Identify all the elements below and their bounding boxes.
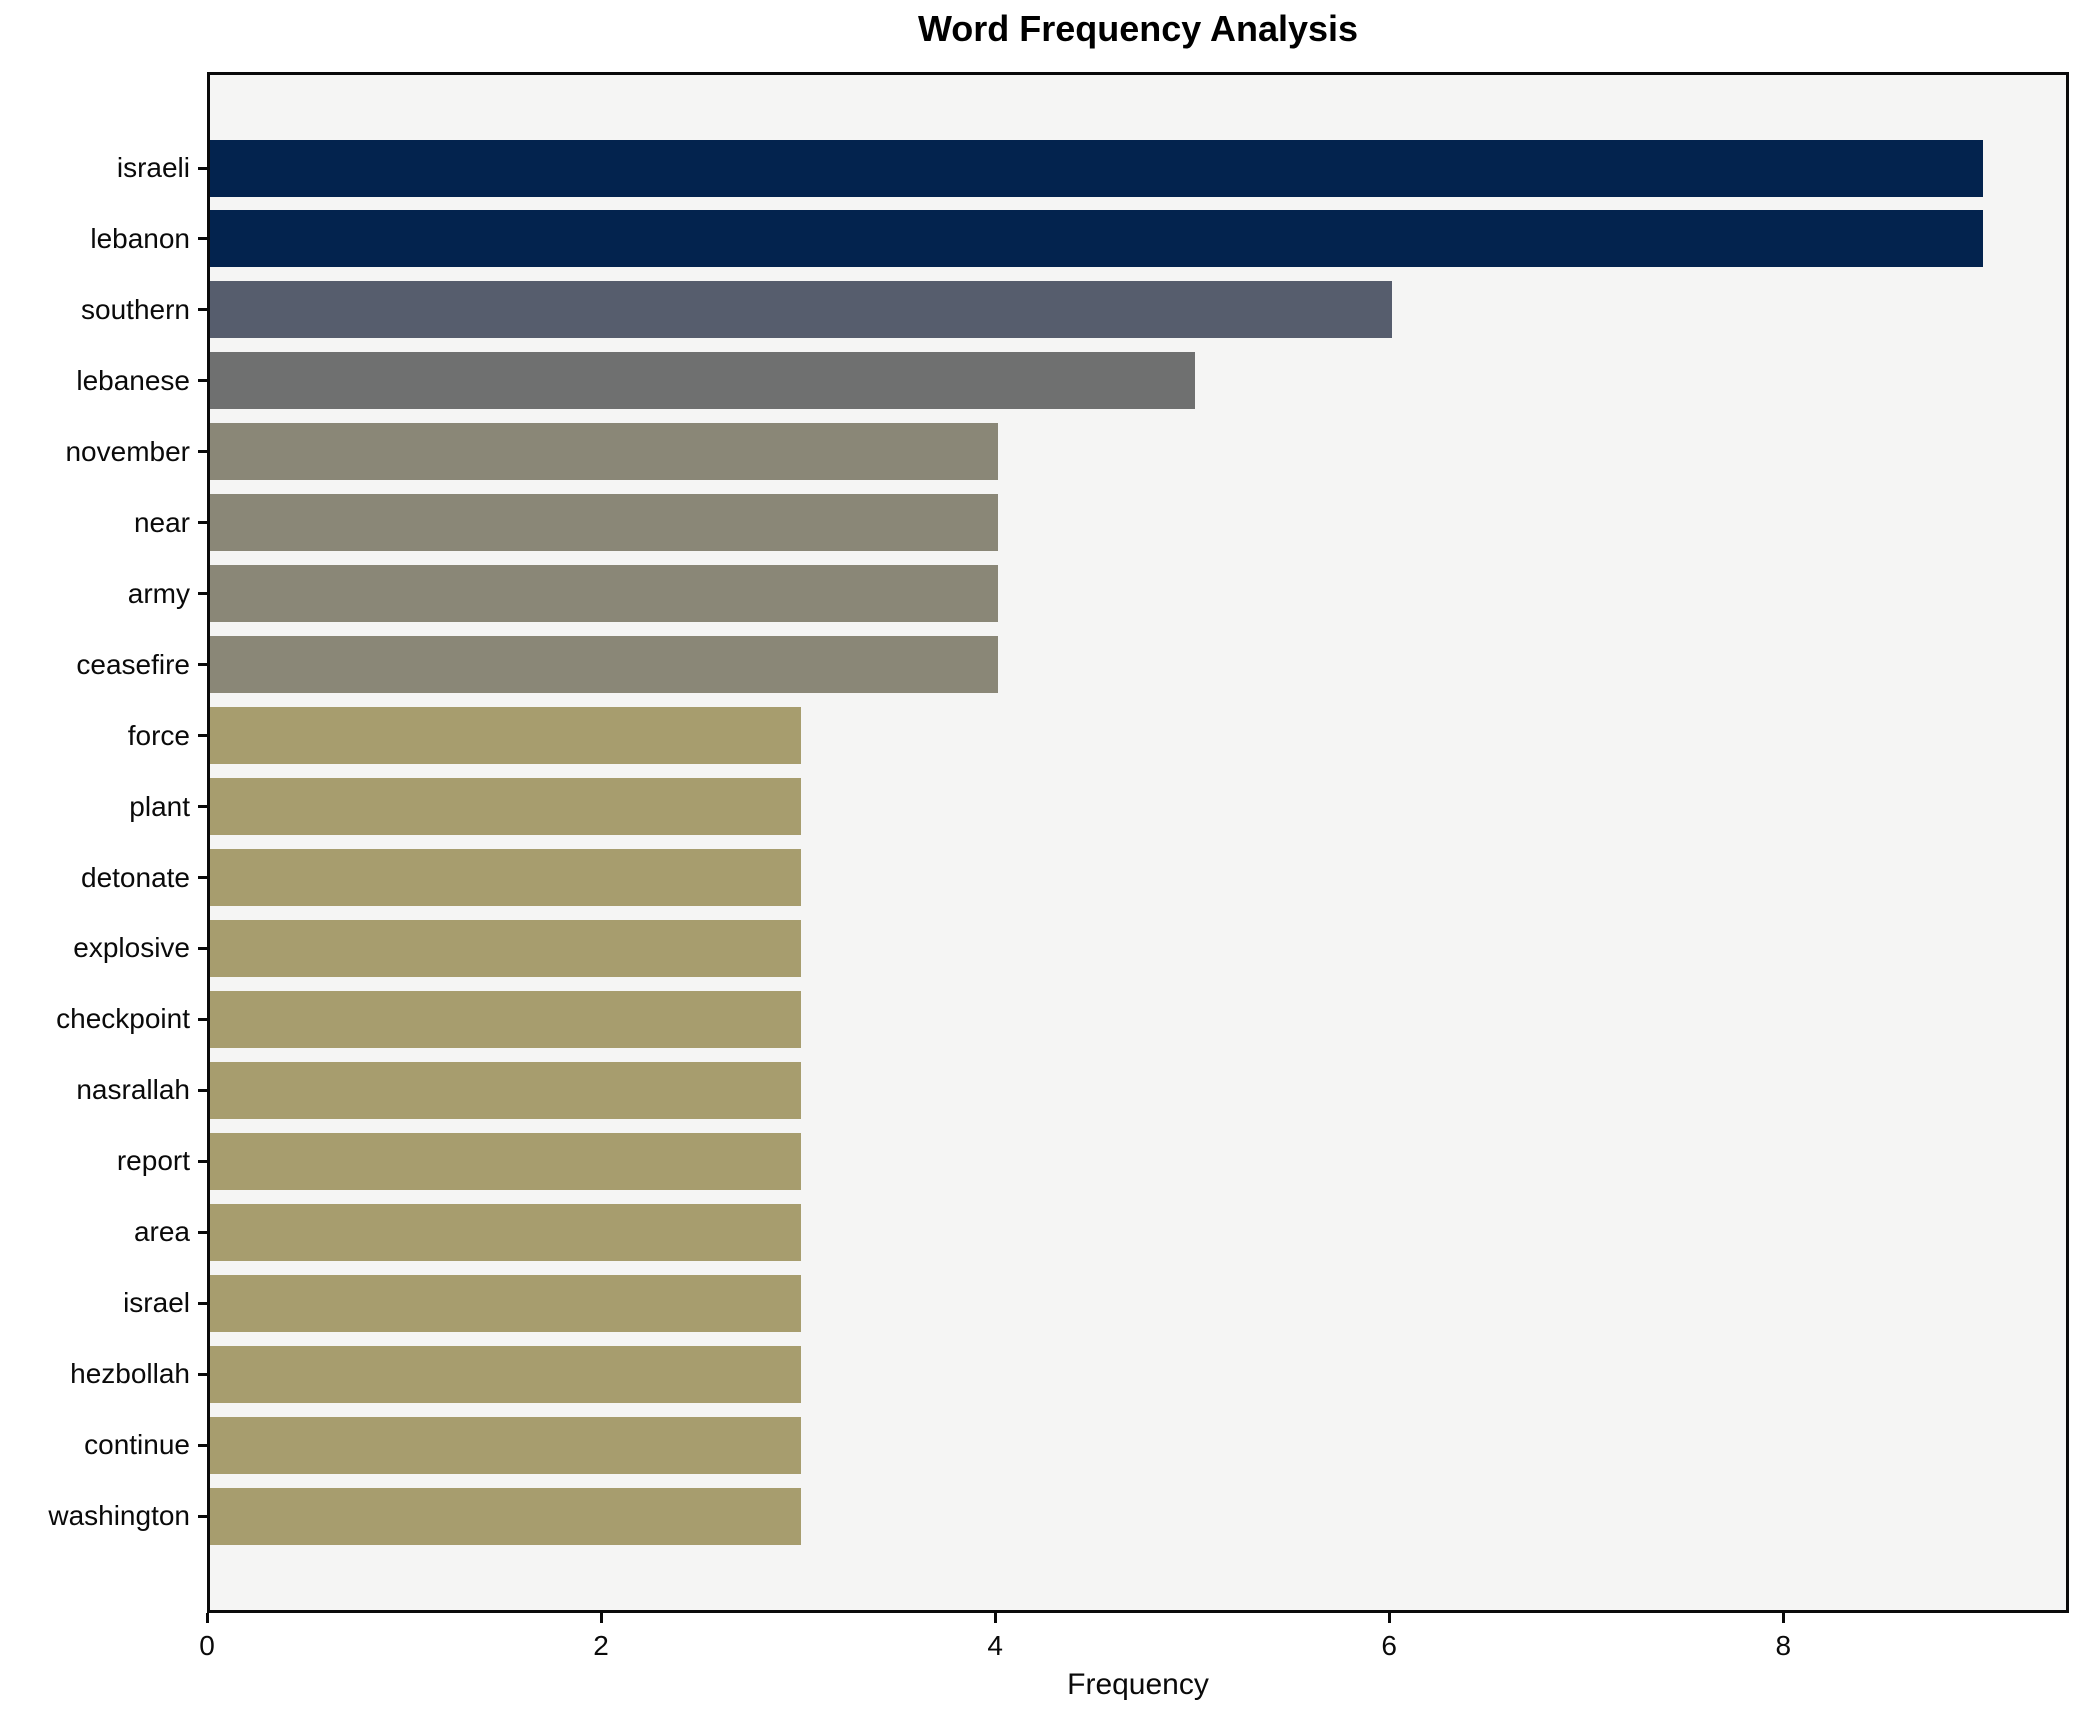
- y-tick-label-checkpoint: checkpoint: [56, 1003, 190, 1035]
- bar-force: [210, 707, 802, 765]
- y-tick-label-near: near: [133, 506, 190, 538]
- y-tick-mark: [198, 379, 207, 383]
- y-tick-mark: [198, 1372, 207, 1376]
- y-tick-label-explosive: explosive: [73, 932, 190, 964]
- bar-report: [210, 1132, 802, 1190]
- y-tick-label-army: army: [127, 577, 190, 609]
- x-tick-mark: [1781, 1613, 1785, 1623]
- y-tick-label-ceasefire: ceasefire: [76, 648, 190, 680]
- y-tick-label-lebanese: lebanese: [76, 364, 190, 396]
- x-tick-label-0: 0: [199, 1630, 215, 1661]
- bar-lebanon: [210, 210, 1984, 268]
- x-tick-mark: [993, 1613, 997, 1623]
- y-tick-mark: [198, 663, 207, 667]
- bar-continue: [210, 1416, 802, 1474]
- x-tick-mark: [599, 1613, 603, 1623]
- bar-southern: [210, 281, 1393, 339]
- y-tick-mark: [198, 450, 207, 454]
- y-tick-mark: [198, 805, 207, 809]
- y-tick-label-detonate: detonate: [81, 861, 190, 893]
- bar-army: [210, 565, 999, 623]
- bar-lebanese: [210, 352, 1196, 410]
- chart-title: Word Frequency Analysis: [917, 8, 1359, 49]
- y-tick-mark: [198, 1230, 207, 1234]
- x-tick-label-4: 4: [987, 1630, 1003, 1661]
- bar-hezbollah: [210, 1345, 802, 1403]
- y-tick-label-washington: washington: [48, 1500, 190, 1532]
- bar-ceasefire: [210, 636, 999, 694]
- y-tick-label-israeli: israeli: [116, 152, 190, 183]
- y-tick-mark: [198, 521, 207, 525]
- y-tick-mark: [198, 1301, 207, 1305]
- y-tick-mark: [198, 166, 207, 170]
- bar-november: [210, 423, 999, 481]
- y-tick-mark: [198, 308, 207, 312]
- y-tick-label-november: november: [65, 435, 190, 467]
- y-tick-label-lebanon: lebanon: [90, 222, 190, 254]
- bar-near: [210, 494, 999, 552]
- y-tick-mark: [198, 592, 207, 596]
- bar-washington: [210, 1487, 802, 1545]
- y-tick-label-israel: israel: [123, 1287, 190, 1319]
- y-tick-label-force: force: [127, 719, 190, 751]
- bar-nasrallah: [210, 1061, 802, 1119]
- y-tick-label-area: area: [133, 1216, 190, 1248]
- x-tick-label-2: 2: [593, 1630, 609, 1661]
- bar-explosive: [210, 919, 802, 977]
- bar-israeli: [210, 139, 1984, 197]
- y-tick-mark: [198, 1088, 207, 1092]
- y-tick-mark: [198, 946, 207, 950]
- y-tick-mark: [198, 237, 207, 241]
- x-tick-label-8: 8: [1775, 1630, 1792, 1661]
- y-tick-mark: [198, 1514, 207, 1518]
- y-tick-label-continue: continue: [84, 1429, 190, 1461]
- y-tick-label-nasrallah: nasrallah: [76, 1074, 190, 1106]
- y-tick-mark: [198, 1443, 207, 1447]
- plot-area: [207, 72, 2069, 1613]
- y-tick-mark: [198, 734, 207, 738]
- y-tick-label-report: report: [116, 1145, 190, 1177]
- y-tick-label-hezbollah: hezbollah: [70, 1358, 190, 1390]
- x-tick-mark: [1387, 1613, 1391, 1623]
- y-tick-mark: [198, 1159, 207, 1163]
- bar-detonate: [210, 849, 802, 906]
- y-tick-label-southern: southern: [81, 293, 190, 325]
- x-tick-mark: [205, 1613, 209, 1623]
- bar-checkpoint: [210, 990, 802, 1048]
- y-tick-mark: [198, 1017, 207, 1021]
- bar-israel: [210, 1274, 802, 1332]
- x-tick-label-6: 6: [1381, 1630, 1397, 1661]
- x-axis-title: Frequency: [1067, 1668, 1209, 1701]
- y-tick-mark: [198, 876, 207, 879]
- y-tick-label-plant: plant: [129, 790, 190, 822]
- bar-plant: [210, 778, 802, 836]
- bar-area: [210, 1203, 802, 1261]
